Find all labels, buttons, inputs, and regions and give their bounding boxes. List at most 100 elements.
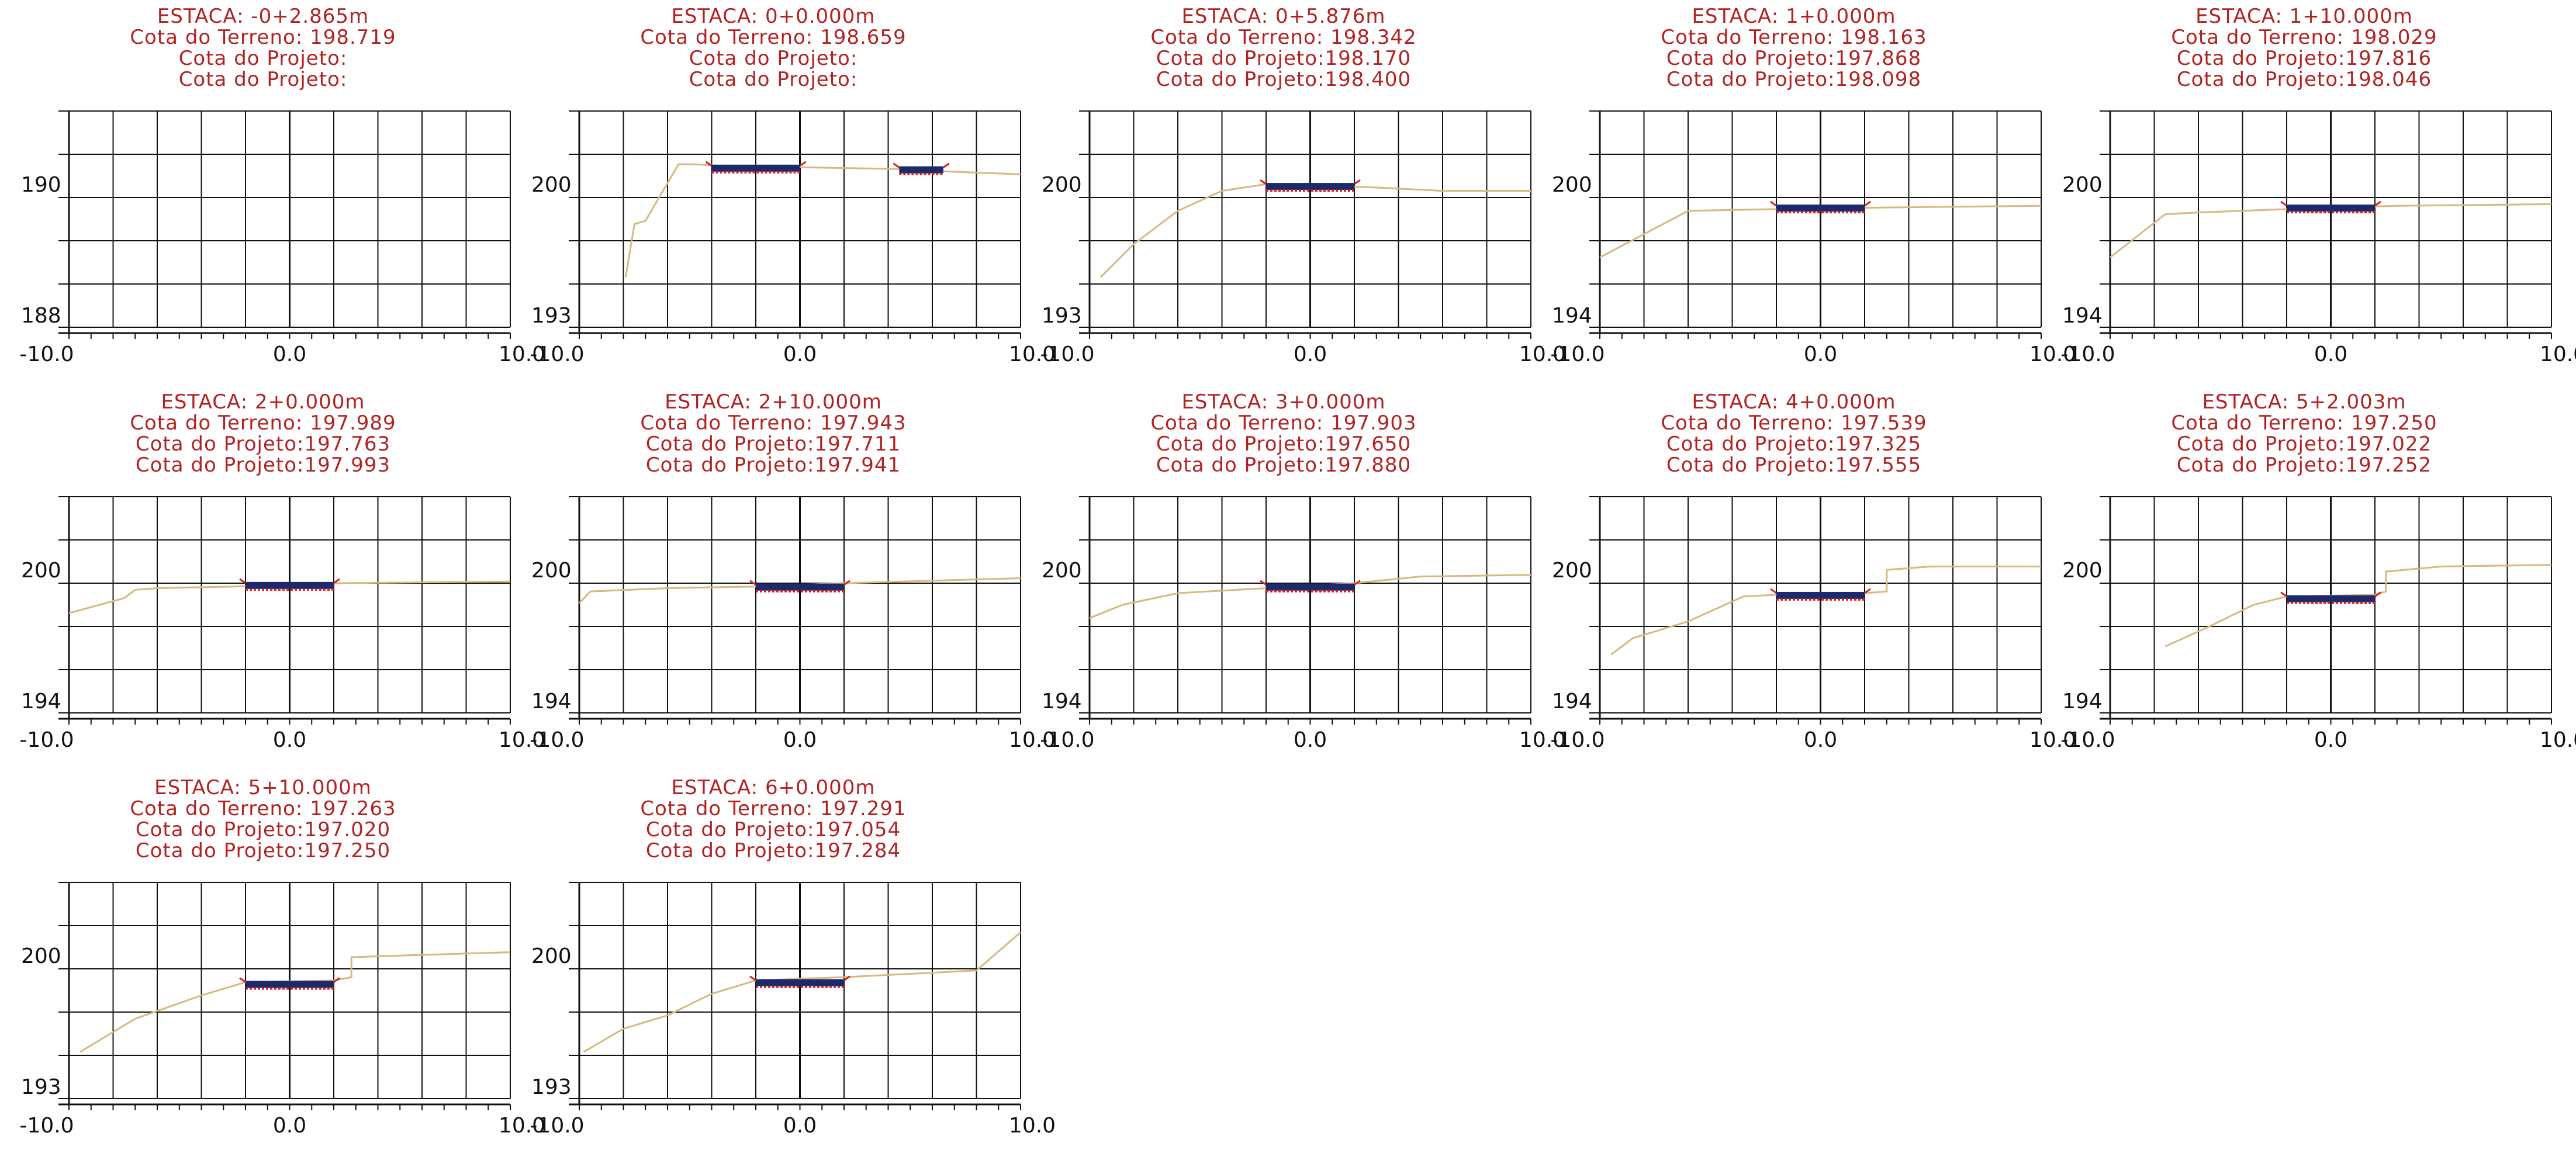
header-cota-projeto-2: Cota do Projeto:197.284: [645, 839, 901, 862]
y-tick-label: 200: [1042, 173, 1082, 197]
section-panel: ESTACA: 4+0.000m Cota do Terreno: 197.539…: [1531, 386, 2076, 771]
section-header: ESTACA: 1+10.000m Cota do Terreno: 198.02…: [2041, 6, 2567, 90]
header-cota-terreno: Cota do Terreno: 198.342: [1150, 26, 1417, 49]
header-cota-terreno: Cota do Terreno: 197.263: [130, 797, 396, 820]
section-plot: 200 194 -10.0 0.0 10.0: [1040, 496, 1566, 752]
terrain-line: [79, 951, 511, 1053]
x-tick-label: -10.0: [19, 342, 74, 366]
road-shoulder-left: [893, 162, 900, 168]
header-cota-terreno: Cota do Terreno: 197.903: [1150, 411, 1417, 435]
header-cota-projeto-2: Cota do Projeto:197.252: [2176, 453, 2432, 477]
header-cota-projeto-1: Cota do Projeto:197.763: [135, 432, 391, 456]
road-pavement: [756, 979, 844, 986]
x-tick-label: -10.0: [19, 1114, 74, 1138]
x-tick-label: 10.0: [499, 1114, 545, 1138]
road-pavement: [246, 581, 334, 589]
header-cota-projeto-1: Cota do Projeto:197.711: [645, 432, 901, 456]
road-shoulder-right: [333, 578, 340, 584]
header-estaca: ESTACA: 5+10.000m: [154, 776, 372, 799]
x-tick-label: 10.0: [1519, 342, 1566, 366]
section-panel: ESTACA: 5+10.000m Cota do Terreno: 197.26…: [0, 771, 545, 1157]
y-tick-label: 193: [531, 304, 572, 328]
terrain-line: [583, 931, 1021, 1053]
header-cota-projeto-2: Cota do Projeto:198.400: [1156, 68, 1412, 91]
x-tick-label: 0.0: [1294, 342, 1327, 366]
road-shoulder-left: [1260, 179, 1267, 185]
header-cota-projeto-1: Cota do Projeto:197.325: [1666, 432, 1922, 456]
section-panel: ESTACA: -0+2.865m Cota do Terreno: 198.71…: [0, 0, 545, 386]
section-header: ESTACA: -0+2.865m Cota do Terreno: 198.71…: [0, 6, 526, 90]
y-tick-label: 194: [2062, 690, 2103, 713]
header-cota-projeto-1: Cota do Projeto:197.054: [645, 818, 901, 841]
x-tick-label: -10.0: [1550, 342, 1605, 366]
header-estaca: ESTACA: 1+10.000m: [2195, 5, 2413, 28]
section-header: ESTACA: 4+0.000m Cota do Terreno: 197.539…: [1531, 392, 2057, 476]
road-shoulder-right: [799, 161, 807, 167]
header-cota-projeto-1: Cota do Projeto:197.020: [135, 818, 391, 841]
x-tick-label: 0.0: [1804, 342, 1837, 366]
section-plot: 190 188 -10.0 0.0 10.0: [19, 110, 545, 366]
road-shoulder-left: [749, 975, 756, 981]
section-plot: 200 194 -10.0 0.0 10.0: [530, 496, 1056, 752]
road-shoulder-left: [705, 161, 713, 167]
section-plot: 200 194 -10.0 0.0 10.0: [1550, 496, 2076, 752]
header-estaca: ESTACA: 2+0.000m: [161, 390, 365, 414]
section-plot: 200 194 -10.0 0.0 10.0: [19, 496, 545, 752]
road-shoulder-right: [1864, 200, 1871, 207]
grid: [2100, 496, 2552, 713]
road-shoulder-left: [239, 578, 246, 584]
road-pavement: [1776, 205, 1865, 212]
section-panel: ESTACA: 0+0.000m Cota do Terreno: 198.659…: [510, 0, 1056, 386]
header-cota-terreno: Cota do Terreno: 198.719: [130, 26, 396, 49]
grid: [1589, 110, 2042, 328]
y-tick-label: 193: [531, 1075, 572, 1099]
x-tick-label: -10.0: [530, 1114, 584, 1138]
y-tick-label: 200: [1042, 559, 1082, 583]
terrain-line: [2110, 203, 2552, 258]
section-plot: 200 194 -10.0 0.0 10.0: [2060, 110, 2576, 366]
road-pavement: [756, 583, 844, 591]
y-tick-label: 200: [21, 559, 61, 583]
header-estaca: ESTACA: 1+0.000m: [1692, 5, 1896, 28]
road-pavement: [1776, 591, 1865, 599]
header-cota-projeto-2: Cota do Projeto:198.046: [2176, 68, 2432, 91]
header-cota-projeto-2: Cota do Projeto:198.098: [1666, 68, 1922, 91]
grid: [58, 882, 511, 1099]
road-shoulder-left: [2280, 200, 2287, 207]
road-shoulder-right: [1354, 580, 1361, 586]
header-cota-terreno: Cota do Terreno: 198.659: [640, 26, 907, 49]
x-tick-label: 10.0: [2540, 342, 2576, 366]
x-tick-label: 10.0: [2029, 342, 2076, 366]
road-pavement: [246, 981, 334, 988]
grid: [569, 110, 1021, 328]
section-panel: ESTACA: 6+0.000m Cota do Terreno: 197.291…: [510, 771, 1056, 1157]
header-cota-projeto-2: Cota do Projeto:197.880: [1156, 453, 1412, 477]
header-cota-projeto-1: Cota do Projeto:197.650: [1156, 432, 1412, 456]
section-header: ESTACA: 6+0.000m Cota do Terreno: 197.291…: [510, 777, 1036, 861]
header-cota-projeto-2: Cota do Projeto:197.250: [135, 839, 391, 862]
road-pavement: [2287, 595, 2375, 602]
x-tick-label: -10.0: [1040, 342, 1094, 366]
road-shoulder-right: [943, 162, 950, 168]
header-cota-terreno: Cota do Terreno: 197.250: [2171, 411, 2437, 435]
road-shoulder-right: [843, 975, 850, 981]
section-header: ESTACA: 5+2.003m Cota do Terreno: 197.250…: [2041, 392, 2567, 476]
header-cota-projeto-1: Cota do Projeto:: [689, 47, 858, 70]
y-tick-label: 200: [531, 559, 572, 583]
y-tick-label: 190: [21, 173, 61, 197]
x-tick-label: 0.0: [2314, 728, 2347, 752]
header-cota-terreno: Cota do Terreno: 198.163: [1661, 26, 1927, 49]
road-shoulder-left: [239, 977, 246, 983]
y-tick-label: 194: [1552, 690, 1592, 713]
road-shoulder-left: [1770, 200, 1777, 207]
road-pavement: [1266, 183, 1354, 190]
terrain-line: [1099, 183, 1531, 278]
road-shoulder-left: [1260, 580, 1267, 586]
header-estaca: ESTACA: 5+2.003m: [2202, 390, 2406, 414]
y-tick-label: 194: [1552, 304, 1592, 328]
x-tick-label: 10.0: [1009, 1114, 1056, 1138]
y-tick-label: 194: [1042, 690, 1082, 713]
section-panel: ESTACA: 5+2.003m Cota do Terreno: 197.250…: [2041, 386, 2576, 771]
header-cota-projeto-2: Cota do Projeto:: [178, 68, 348, 91]
terrain-line: [624, 163, 1021, 278]
